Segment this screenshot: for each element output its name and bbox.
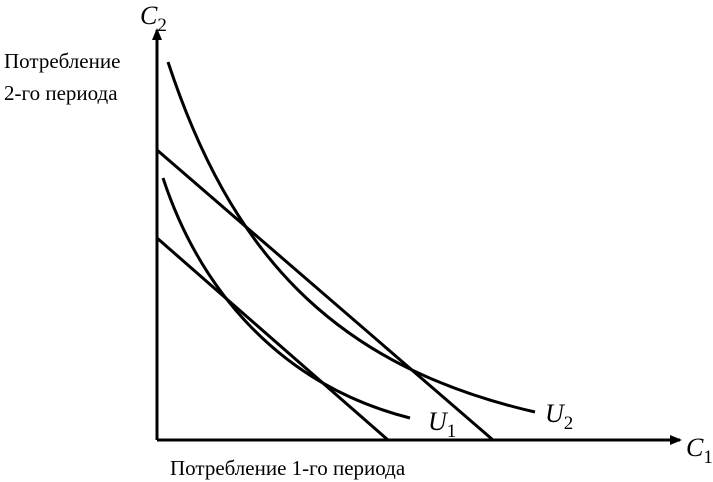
x-axis-label: Потребление 1-го периода: [170, 456, 406, 480]
y-axis-label: 2-го периода: [4, 81, 118, 105]
label-part: 2: [157, 15, 167, 36]
label-part: 1: [703, 447, 713, 468]
indifference-curve-2: [166, 61, 536, 414]
curve-label: U2: [545, 399, 573, 434]
x-axis-symbol: C1: [686, 433, 713, 468]
label-part: U: [545, 399, 566, 428]
curve-label: U1: [428, 407, 456, 442]
label-part: C: [686, 433, 704, 462]
label-part: U: [428, 407, 449, 436]
label-part: 1: [447, 421, 457, 442]
y-axis-symbol: C2: [140, 1, 167, 36]
indifference-curve-1: [161, 177, 411, 420]
budget-line-2: [156, 148, 494, 442]
label-part: 2: [564, 413, 574, 434]
label-part: C: [140, 1, 158, 30]
y-axis-label: Потребление: [4, 49, 120, 73]
budget-line-1: [156, 236, 389, 442]
